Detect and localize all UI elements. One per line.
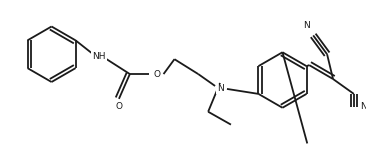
Text: N: N xyxy=(217,84,223,93)
Text: N: N xyxy=(361,102,366,111)
Text: N: N xyxy=(303,21,310,30)
Text: O: O xyxy=(153,69,160,79)
Text: NH: NH xyxy=(92,52,106,61)
Text: O: O xyxy=(115,102,123,111)
